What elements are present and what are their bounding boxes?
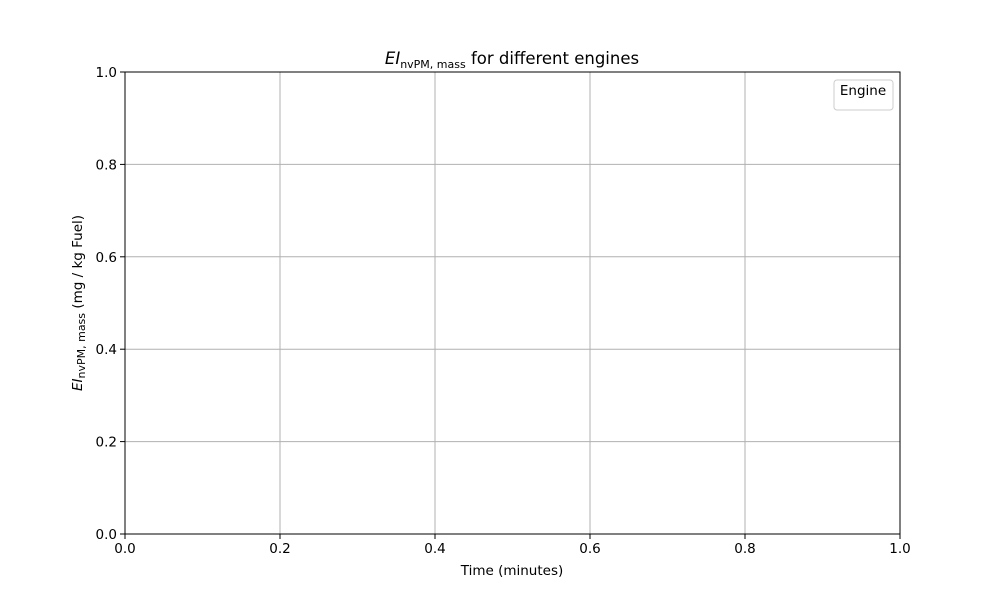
y-tick-label: 0.2: [96, 435, 117, 451]
legend-title: Engine: [840, 83, 886, 99]
axis-ticks: 0.0 0.2 0.4 0.6 0.8 1.0 0.0 0.2 0.4 0.6 0.8 1.0: [96, 65, 911, 557]
y-axis-label-italic: EI: [70, 378, 86, 391]
x-tick-label: 0.2: [269, 541, 290, 557]
y-tick-label: 1.0: [96, 65, 117, 81]
x-tick-label: 1.0: [889, 541, 910, 557]
y-tick-label: 0.6: [96, 250, 117, 266]
x-tick-label: 0.0: [114, 541, 135, 557]
y-axis-label-rest: (mg / kg Fuel): [70, 215, 86, 313]
legend-box: [833, 79, 894, 111]
plot-frame: [124, 71, 901, 535]
x-axis-label: Time (minutes): [460, 563, 564, 579]
x-tick-label: 0.6: [579, 541, 600, 557]
y-tick-label: 0.0: [96, 527, 117, 543]
y-axis-label: EInvPM, mass (mg / kg Fuel): [70, 215, 88, 391]
x-tick-label: 0.8: [734, 541, 755, 557]
legend: Engine: [833, 79, 894, 111]
chart-title-rest: for different engines: [466, 49, 639, 68]
chart-title: EInvPM, mass for different engines: [385, 49, 639, 71]
chart-title-italic: EI: [385, 49, 400, 68]
x-tick-label: 0.4: [424, 541, 445, 557]
y-axis-label-subscript: nvPM, mass: [75, 313, 88, 379]
chart-title-subscript: nvPM, mass: [400, 58, 466, 71]
y-tick-label: 0.4: [96, 342, 117, 358]
y-tick-label: 0.8: [96, 157, 117, 173]
